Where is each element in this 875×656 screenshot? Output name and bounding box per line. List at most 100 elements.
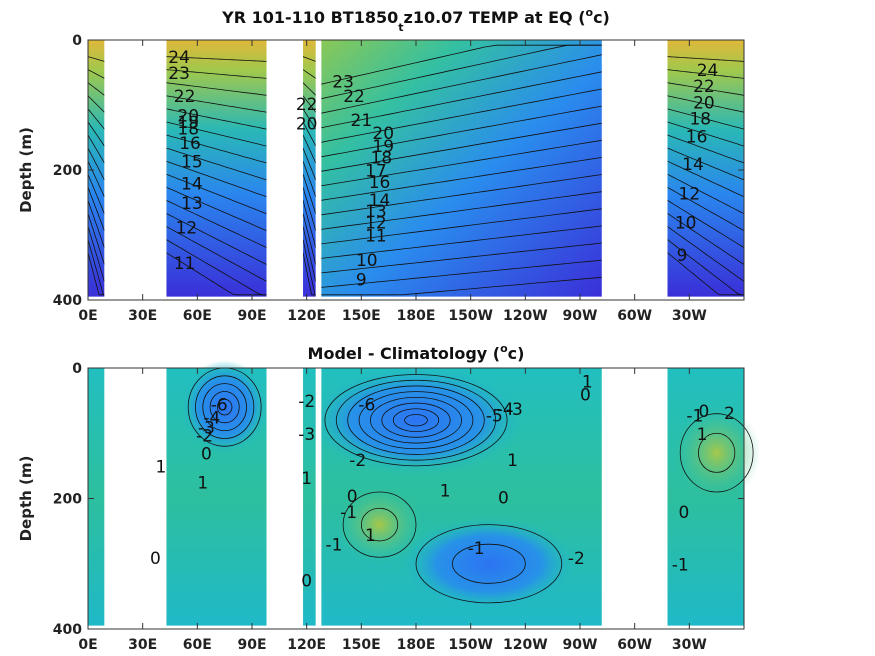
- contour-label: 19: [177, 113, 199, 133]
- contour-label: -6: [211, 395, 228, 415]
- contour-label: 0: [150, 549, 161, 569]
- isotherm-line: [667, 173, 745, 215]
- x-tick-label: 30E: [128, 308, 157, 324]
- contour-label: 24: [168, 48, 190, 68]
- contour-label: 22: [693, 77, 715, 97]
- isotherm-line: [166, 226, 267, 282]
- isotherm-line: [166, 95, 267, 113]
- isotherm-line: [87, 239, 105, 296]
- contour-label: -1: [468, 539, 485, 559]
- y-axis-label: Depth (m): [17, 456, 35, 542]
- x-tick-label: 0E: [78, 308, 97, 324]
- contour-label: 1: [507, 451, 518, 471]
- ocean-basin-fill: [88, 40, 105, 297]
- contour-label: 9: [677, 246, 688, 266]
- isotherm-line: [302, 147, 317, 181]
- land-mask: [104, 368, 167, 629]
- x-tick-label: 150E: [342, 637, 381, 653]
- isotherm-line: [321, 259, 602, 288]
- contour-label: -2: [298, 392, 315, 412]
- contour-label: 24: [697, 61, 719, 81]
- isotherm-line: [667, 108, 745, 130]
- contour-label: 20: [693, 93, 715, 113]
- isotherm-line: [667, 95, 745, 113]
- contour-label: 14: [181, 175, 203, 195]
- isotherm-line: [166, 200, 267, 248]
- isotherm-line: [166, 239, 267, 296]
- contour-label: -4: [203, 408, 220, 428]
- isotherm-line: [87, 161, 105, 197]
- contour-label: 1: [365, 526, 376, 546]
- contour-label: 16: [179, 134, 201, 154]
- isotherm-line: [667, 226, 745, 282]
- isotherm-line: [321, 44, 602, 85]
- y-tick-label: 400: [53, 622, 82, 638]
- contour-label: 1: [582, 373, 593, 393]
- ocean-basin-fill: [88, 368, 105, 626]
- anomaly-contour: [202, 383, 247, 432]
- isotherm-line: [321, 191, 602, 230]
- isotherm-line: [87, 147, 105, 181]
- contour-label: 20: [296, 115, 318, 135]
- x-tick-label: 150W: [448, 308, 493, 324]
- isotherm-line: [321, 208, 602, 245]
- contour-label: 22: [174, 87, 196, 107]
- isotherm-line: [302, 69, 317, 79]
- x-tick-label: 150E: [342, 308, 381, 324]
- x-tick-label: 90W: [563, 637, 598, 653]
- x-tick-label: 30W: [672, 308, 707, 324]
- warm-anomaly-blob: [335, 485, 424, 564]
- x-tick-label: 0E: [78, 637, 97, 653]
- anomaly-field: [88, 360, 761, 626]
- isotherm-line: [667, 147, 745, 181]
- isotherm-line: [321, 276, 602, 296]
- contour-label: 14: [682, 155, 704, 175]
- land-mask: [104, 40, 167, 300]
- temperature-contours: [87, 40, 745, 300]
- anomaly-contour: [452, 543, 526, 584]
- anomaly-contour: [209, 391, 240, 424]
- isotherm-line: [667, 134, 745, 164]
- isotherm-line: [87, 134, 105, 164]
- anomaly-contour: [342, 491, 417, 558]
- isotherm-line: [321, 122, 602, 172]
- isotherm-line: [667, 69, 745, 79]
- x-tick-label: 120W: [503, 308, 548, 324]
- contour-label: 21: [351, 111, 373, 131]
- anomaly-contour: [698, 432, 736, 473]
- ocean-basin-fill: [303, 40, 316, 297]
- isotherm-line: [321, 174, 602, 216]
- anomaly-contour: [335, 379, 497, 461]
- contour-label: -2: [196, 427, 213, 447]
- isotherm-line: [302, 174, 317, 214]
- isotherm-line: [87, 252, 105, 296]
- isotherm-line: [166, 134, 267, 164]
- contour-label: 0: [580, 386, 591, 406]
- contour-label: 12: [679, 184, 701, 204]
- isotherm-line: [87, 95, 105, 113]
- contour-label: 22: [343, 87, 365, 107]
- warm-anomaly-blob: [672, 405, 761, 500]
- isotherm-line: [321, 54, 602, 114]
- contour-label: 1: [440, 482, 451, 502]
- x-tick-label: 60W: [617, 308, 652, 324]
- contour-label: -3: [506, 400, 523, 420]
- y-axis-label: Depth (m): [17, 127, 35, 213]
- isotherm-line: [87, 187, 105, 231]
- x-tick-label: 150W: [448, 637, 493, 653]
- isotherm-line: [166, 56, 267, 62]
- contour-label: -1: [686, 407, 703, 427]
- contour-label: 23: [332, 72, 354, 92]
- isotherm-line: [302, 56, 316, 62]
- isotherm-line: [87, 69, 105, 79]
- contour-label: 0: [678, 503, 689, 523]
- isotherm-line: [166, 160, 267, 198]
- isotherm-line: [87, 200, 105, 248]
- contour-label: -1: [326, 536, 343, 556]
- x-tick-label: 90W: [563, 308, 598, 324]
- isotherm-line: [302, 200, 317, 248]
- contour-label: -4: [497, 400, 514, 420]
- contour-label: -3: [198, 418, 215, 438]
- contour-label: -1: [340, 503, 357, 523]
